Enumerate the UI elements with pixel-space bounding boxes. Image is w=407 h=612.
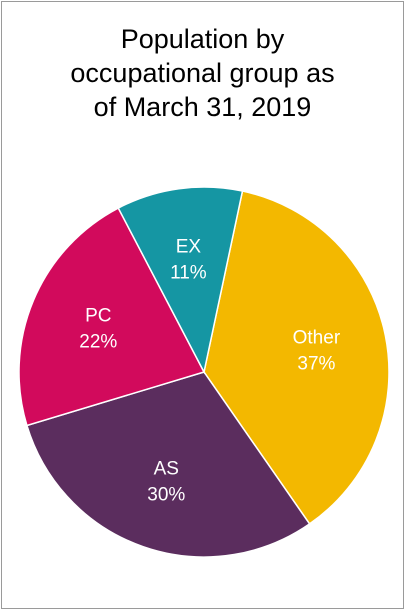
chart-title-line-2: occupational group as <box>70 58 335 88</box>
pie-label-as: AS <box>154 458 179 479</box>
pie-value-other: 37% <box>297 353 335 374</box>
chart-title-line-3: of March 31, 2019 <box>93 92 312 122</box>
pie-label-pc: PC <box>85 306 111 327</box>
pie-value-as: 30% <box>147 484 185 505</box>
chart-title: Population by occupational group as of M… <box>0 22 405 124</box>
pie-slice-other <box>203 190 390 525</box>
pie-slice-pc <box>18 207 206 427</box>
pie-label-ex: EX <box>176 236 202 257</box>
pie-value-ex: 11% <box>170 262 207 283</box>
pie-label-other: Other <box>293 327 341 348</box>
pie-slice-as <box>25 371 311 558</box>
pie-slice-ex <box>117 186 244 375</box>
chart-title-line-1: Population by <box>120 24 285 54</box>
pie-value-pc: 22% <box>79 332 117 353</box>
